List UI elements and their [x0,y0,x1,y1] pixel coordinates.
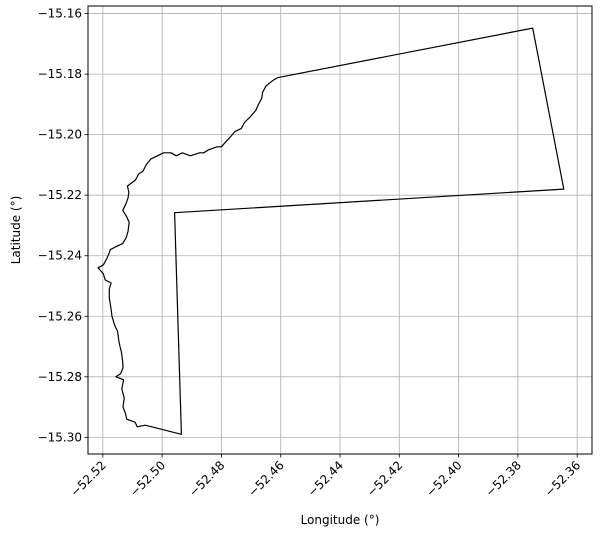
grid [88,6,592,454]
x-tick-label: −52.50 [127,458,168,499]
y-tick-label: −15.20 [38,128,82,142]
ticks: −52.52 −52.50 −52.48 −52.46 −52.44 −52.42 −52.… [38,7,584,500]
x-tick-label: −52.36 [542,458,583,499]
y-tick-label: −15.22 [38,188,82,202]
y-tick-label: −15.24 [38,249,82,263]
y-tick-label: −15.16 [38,7,82,21]
x-tick-label: −52.44 [305,458,346,499]
y-tick-label: −15.28 [38,370,82,384]
y-tick-label: −15.30 [38,430,82,444]
x-axis-label: Longitude (°) [301,513,380,527]
boundary-line [97,27,565,435]
x-tick-label: −52.42 [364,458,405,499]
x-tick-label: −52.46 [246,458,287,499]
y-tick-label: −15.26 [38,309,82,323]
x-tick-label: −52.38 [483,458,524,499]
y-tick-label: −15.18 [38,67,82,81]
y-axis-label: Latitude (°) [9,196,23,265]
x-tick-label: −52.40 [423,458,464,499]
x-tick-label: −52.52 [68,458,109,499]
x-tick-label: −52.48 [186,458,227,499]
boundary-layer [97,27,565,435]
